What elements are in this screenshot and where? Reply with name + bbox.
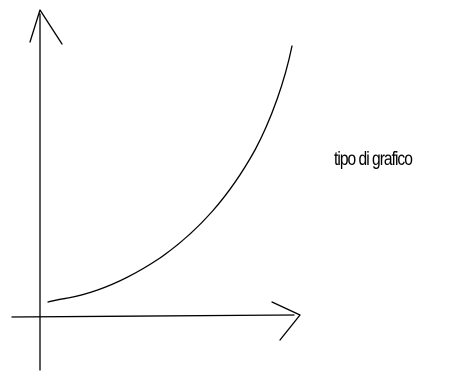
growth-curve xyxy=(47,45,293,303)
y-axis-arrowhead xyxy=(29,9,63,45)
chart-type-label: tipo di grafico xyxy=(334,149,413,170)
x-axis xyxy=(11,314,295,318)
x-axis-arrowhead xyxy=(271,301,301,341)
